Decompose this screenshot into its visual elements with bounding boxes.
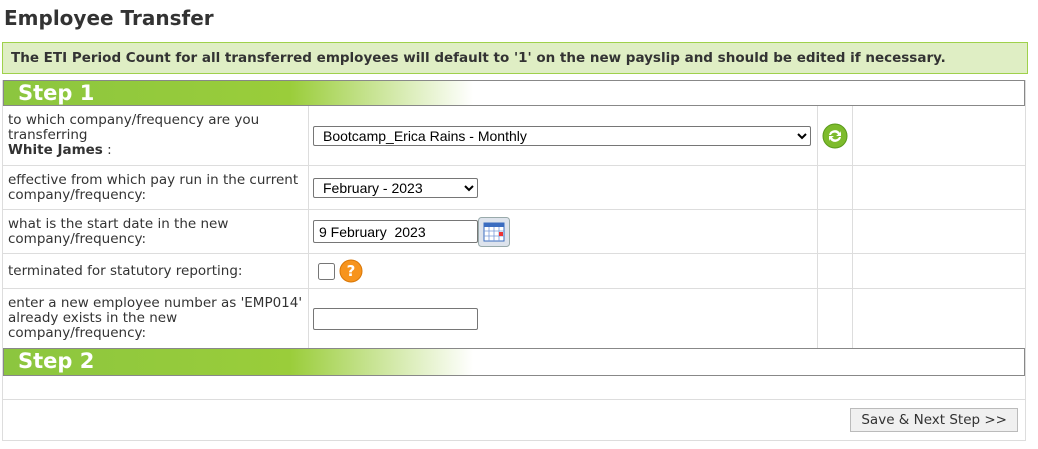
step-1-header: Step 1 (3, 80, 1025, 106)
refresh-icon[interactable] (822, 123, 848, 149)
transfer-form: Step 1 to which company/frequency are yo… (2, 80, 1026, 441)
employee-name: White James (8, 142, 103, 158)
terminated-checkbox[interactable] (318, 262, 335, 280)
company-label: to which company/frequency are you trans… (3, 106, 309, 165)
save-next-step-button[interactable]: Save & Next Step >> (850, 408, 1018, 432)
start-date-label: what is the start date in the new compan… (3, 210, 309, 253)
employee-number-input[interactable] (313, 307, 478, 330)
step-2-header: Step 2 (3, 348, 1025, 376)
payrun-label: effective from which pay run in the curr… (3, 166, 309, 209)
company-frequency-select[interactable]: Bootcamp_Erica Rains - Monthly (313, 125, 811, 146)
payrun-select[interactable]: February - 2023 (313, 177, 478, 198)
start-date-input[interactable] (313, 220, 478, 243)
page-title: Employee Transfer (4, 6, 214, 30)
eti-notice: The ETI Period Count for all transferred… (2, 42, 1028, 74)
calendar-icon[interactable] (478, 216, 510, 247)
svg-text:?: ? (347, 262, 356, 280)
terminated-label: terminated for statutory reporting: (3, 254, 309, 288)
help-icon[interactable]: ? (339, 259, 363, 283)
employee-number-label: enter a new employee number as 'EMP014' … (3, 289, 309, 348)
